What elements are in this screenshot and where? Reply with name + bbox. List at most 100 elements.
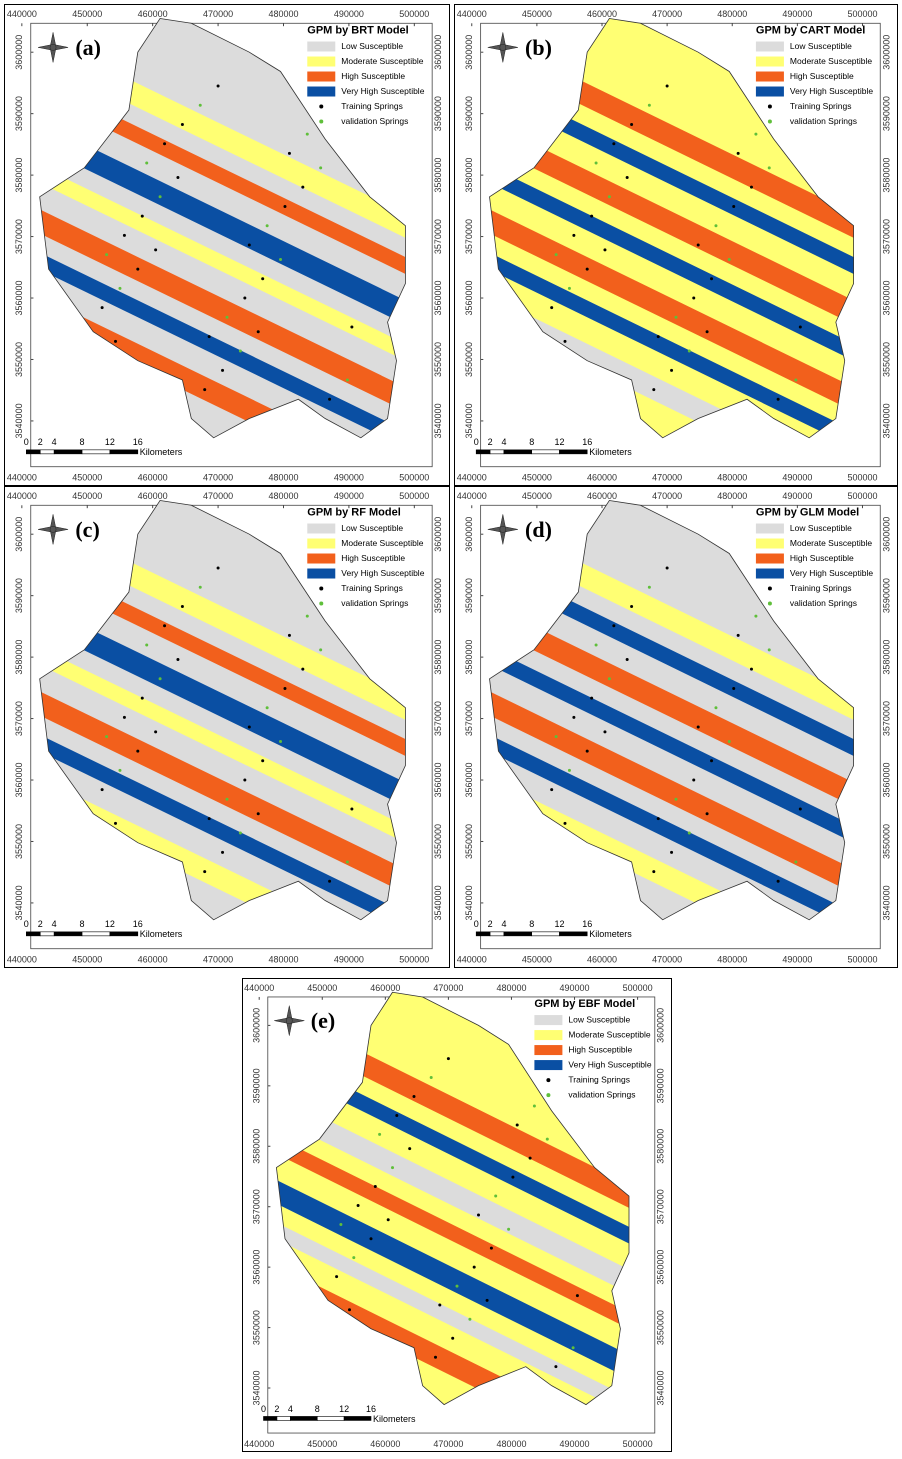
- legend-marker: [546, 1078, 550, 1082]
- x-coordinate-label: 500000: [399, 473, 429, 483]
- y-coordinate-label: 3590000: [433, 578, 443, 613]
- x-coordinate-label: 490000: [782, 955, 812, 965]
- y-coordinate-label: 3560000: [656, 1250, 666, 1285]
- spring-point: [737, 634, 740, 637]
- spring-point: [447, 1057, 450, 1060]
- y-coordinate-label: 3560000: [14, 280, 24, 315]
- x-coordinate-label: 490000: [782, 491, 812, 501]
- x-coordinate-label: 450000: [72, 955, 102, 965]
- x-coordinate-label: 440000: [244, 983, 274, 993]
- y-coordinate-label: 3570000: [464, 219, 474, 254]
- x-coordinate-label: 440000: [457, 955, 487, 965]
- x-coordinate-label: 450000: [307, 983, 337, 993]
- spring-point: [666, 84, 669, 87]
- y-coordinate-label: 3540000: [14, 885, 24, 920]
- x-coordinate-label: 460000: [587, 9, 617, 19]
- panel-label: (d): [525, 517, 552, 542]
- spring-point: [199, 586, 202, 589]
- scale-segment: [490, 450, 504, 454]
- y-coordinate-label: 3550000: [881, 342, 891, 377]
- legend-label: Low Susceptible: [568, 1014, 630, 1024]
- legend-swatch: [307, 539, 335, 549]
- x-coordinate-label: 460000: [370, 983, 400, 993]
- y-coordinate-label: 3590000: [251, 1068, 261, 1103]
- spring-point: [564, 822, 567, 825]
- panel-label: (b): [525, 35, 552, 60]
- y-coordinate-label: 3570000: [251, 1189, 261, 1224]
- spring-point: [657, 817, 660, 820]
- x-coordinate-label: 490000: [334, 955, 364, 965]
- scale-label: 0: [261, 1404, 266, 1414]
- spring-point: [123, 716, 126, 719]
- spring-point: [123, 234, 126, 237]
- spring-point: [221, 369, 224, 372]
- y-coordinate-label: 3550000: [251, 1310, 261, 1345]
- spring-point: [670, 851, 673, 854]
- spring-point: [648, 586, 651, 589]
- spring-point: [710, 277, 713, 280]
- legend-label: High Susceptible: [568, 1044, 632, 1054]
- y-coordinate-label: 3550000: [14, 824, 24, 859]
- legend-title: GPM by CART Model: [756, 24, 865, 36]
- spring-point: [288, 634, 291, 637]
- x-coordinate-label: 500000: [399, 9, 429, 19]
- y-coordinate-label: 3580000: [881, 158, 891, 193]
- scale-label: 12: [105, 437, 115, 447]
- y-coordinate-label: 3550000: [656, 1310, 666, 1345]
- legend-label: validation Springs: [790, 116, 857, 126]
- scale-label: 8: [315, 1404, 320, 1414]
- spring-point: [434, 1356, 437, 1359]
- x-coordinate-label: 450000: [522, 955, 552, 965]
- legend-label: Moderate Susceptible: [790, 56, 872, 66]
- spring-point: [533, 1104, 536, 1107]
- scale-label: 12: [554, 919, 564, 929]
- spring-point: [586, 268, 589, 271]
- spring-point: [145, 644, 148, 647]
- scale-label: 16: [133, 437, 143, 447]
- legend-swatch: [534, 1030, 562, 1040]
- scale-segment: [26, 932, 40, 936]
- spring-point: [239, 832, 242, 835]
- legend-label: validation Springs: [341, 116, 408, 126]
- spring-point: [154, 730, 157, 733]
- legend-swatch: [534, 1045, 562, 1055]
- legend-label: Low Susceptible: [341, 41, 403, 51]
- panel-label: (c): [75, 517, 99, 542]
- scale-label: 0: [24, 919, 29, 929]
- spring-point: [630, 605, 633, 608]
- scale-label: 4: [52, 437, 57, 447]
- spring-point: [750, 186, 753, 189]
- scale-label: 2: [488, 919, 493, 929]
- spring-point: [181, 123, 184, 126]
- spring-point: [555, 735, 558, 738]
- x-coordinate-label: 460000: [370, 1439, 400, 1449]
- scale-segment: [82, 932, 110, 936]
- legend-label: Very High Susceptible: [568, 1059, 651, 1069]
- spring-point: [199, 104, 202, 107]
- spring-point: [306, 133, 309, 136]
- scale-label: 16: [133, 919, 143, 929]
- x-coordinate-label: 480000: [268, 473, 298, 483]
- spring-point: [595, 162, 598, 165]
- legend-swatch: [756, 569, 784, 579]
- spring-point: [630, 123, 633, 126]
- legend-label: High Susceptible: [341, 553, 405, 563]
- spring-point: [511, 1176, 514, 1179]
- spring-point: [346, 860, 349, 863]
- spring-point: [350, 325, 353, 328]
- x-coordinate-label: 440000: [457, 473, 487, 483]
- spring-point: [408, 1147, 411, 1150]
- spring-point: [217, 566, 220, 569]
- legend-label: Very High Susceptible: [341, 568, 424, 578]
- spring-point: [248, 726, 251, 729]
- spring-point: [794, 860, 797, 863]
- legend-label: High Susceptible: [790, 71, 854, 81]
- spring-point: [692, 779, 695, 782]
- spring-point: [335, 1275, 338, 1278]
- x-coordinate-label: 470000: [203, 955, 233, 965]
- x-coordinate-label: 480000: [717, 955, 747, 965]
- spring-point: [243, 779, 246, 782]
- y-coordinate-label: 3590000: [881, 96, 891, 131]
- scale-segment: [40, 450, 54, 454]
- x-coordinate-label: 460000: [138, 9, 168, 19]
